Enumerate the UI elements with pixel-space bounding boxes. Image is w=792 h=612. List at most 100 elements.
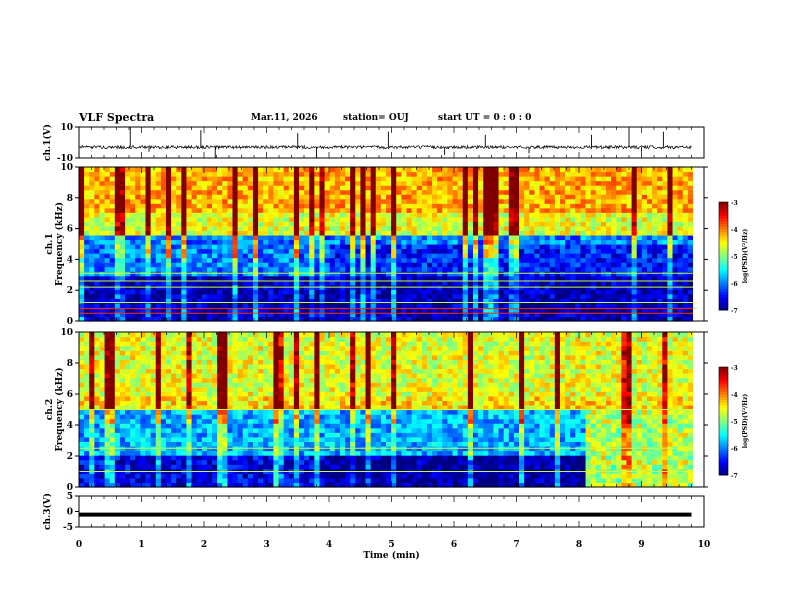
ch1-heat-cell bbox=[503, 298, 510, 304]
ch1-heat-cell bbox=[606, 244, 612, 250]
ch1-heat-cell bbox=[79, 198, 85, 204]
ch1-heat-cell bbox=[498, 311, 505, 318]
ch1-heat-cell bbox=[304, 189, 310, 195]
ch1-heat-cell bbox=[534, 180, 541, 186]
ch1-heat-cell bbox=[472, 198, 479, 204]
ch1-heat-cell bbox=[549, 194, 556, 200]
ch1-heat-cell bbox=[406, 171, 413, 177]
ch2-heat-cell bbox=[181, 473, 188, 479]
ch2-heat-cell bbox=[79, 341, 85, 347]
ch2-heat-cell bbox=[181, 459, 188, 465]
ch1-heat-cell bbox=[498, 207, 505, 213]
ch1-heat-cell bbox=[319, 298, 326, 304]
ch1-heat-cell bbox=[416, 302, 423, 309]
ch1-heat-cell bbox=[657, 262, 663, 268]
ch1-heat-cell bbox=[89, 293, 95, 299]
ch1-heat-cell bbox=[114, 280, 121, 286]
ch1-heat-cell bbox=[252, 316, 259, 322]
ch1-heat-cell bbox=[109, 239, 116, 245]
ch1-heat-cell bbox=[508, 289, 515, 295]
ch2-heat-cell bbox=[201, 477, 208, 484]
ch1-heat-cell bbox=[580, 244, 587, 250]
ch1-heat-cell bbox=[309, 167, 315, 173]
ch1-heat-cell bbox=[447, 185, 454, 191]
ch1-heat-cell bbox=[99, 280, 106, 286]
ch1-heat-cell bbox=[406, 275, 413, 281]
ch1-heat-cell bbox=[611, 280, 617, 286]
ch1-heat-cell bbox=[196, 248, 203, 254]
ch1-heat-cell bbox=[125, 280, 131, 286]
ch1-heat-cell bbox=[452, 248, 459, 254]
ch1-heat-cell bbox=[324, 198, 331, 204]
ch1-heat-cell bbox=[626, 234, 633, 241]
ch1-heat-cell bbox=[554, 302, 561, 309]
ch1-heat-cell bbox=[375, 257, 382, 263]
ch1-ytick-label: 8 bbox=[67, 194, 73, 204]
ch1-heat-cell bbox=[242, 167, 249, 173]
ch1-heat-cell bbox=[109, 266, 116, 272]
ch1-heat-cell bbox=[570, 298, 576, 304]
ch1-heat-cell bbox=[263, 180, 269, 186]
ch1-heat-cell bbox=[503, 167, 510, 173]
ch1-heat-cell bbox=[186, 171, 193, 177]
ch1-heat-cell bbox=[467, 302, 474, 309]
ch1-heat-cell bbox=[672, 311, 679, 318]
ch1-heat-cell bbox=[176, 248, 182, 254]
ch1-heat-cell bbox=[426, 194, 433, 200]
ch1-heat-cell bbox=[206, 298, 213, 304]
ch1-heat-cell bbox=[513, 311, 520, 318]
ch1-heat-cell bbox=[135, 230, 141, 236]
ch1-heat-cell bbox=[391, 253, 397, 259]
ch1-heat-cell bbox=[370, 198, 377, 204]
ch1-heat-cell bbox=[662, 189, 669, 195]
ch1-heat-cell bbox=[365, 289, 372, 295]
ch2-heat-cell bbox=[89, 414, 95, 420]
ch1-heat-cell bbox=[217, 234, 223, 241]
ch1-heat-cell bbox=[319, 194, 326, 200]
ch1-heat-cell bbox=[370, 171, 377, 177]
ch1-heat-cell bbox=[140, 257, 147, 263]
ch1-heat-cell bbox=[421, 289, 428, 295]
ch1-heat-cell bbox=[247, 234, 254, 241]
ch1-heat-cell bbox=[309, 194, 315, 200]
ch1-heat-cell bbox=[386, 262, 392, 268]
ch1-heat-cell bbox=[529, 185, 535, 191]
ch1-heat-cell bbox=[268, 298, 275, 304]
ch1-heat-cell bbox=[432, 167, 438, 173]
ch2-heat-cell bbox=[84, 473, 90, 479]
ch1-heat-cell bbox=[212, 194, 218, 200]
ch1-heat-cell bbox=[544, 225, 551, 232]
ch1-heat-cell bbox=[426, 203, 433, 209]
ch1-heat-cell bbox=[401, 248, 408, 254]
ch1-heat-cell bbox=[641, 167, 648, 173]
ch1-heat-cell bbox=[391, 293, 397, 299]
ch1-heat-cell bbox=[519, 167, 525, 173]
ch1-heat-cell bbox=[529, 176, 535, 182]
ch1-heat-cell bbox=[171, 266, 177, 272]
ch2-heat-cell bbox=[171, 345, 177, 351]
ch1-heat-cell bbox=[549, 302, 556, 309]
ch1-heat-cell bbox=[386, 230, 392, 236]
ch2-heat-cell bbox=[109, 455, 116, 461]
ch2-heat-cell bbox=[171, 423, 177, 429]
ch1-heat-cell bbox=[580, 203, 587, 209]
ch1-heat-cell bbox=[646, 221, 653, 227]
ch1-heat-cell bbox=[421, 293, 428, 299]
ch1-heat-cell bbox=[201, 230, 208, 236]
ch2-heat-cell bbox=[155, 382, 162, 388]
ch1-heat-cell bbox=[421, 248, 428, 254]
ch1-heat-cell bbox=[150, 239, 157, 245]
ch1-heat-cell bbox=[324, 234, 331, 241]
ch1-heat-cell bbox=[488, 307, 495, 313]
ch1-heat-cell bbox=[519, 280, 525, 286]
ch2-heat-cell bbox=[171, 359, 177, 365]
ch1-heat-cell bbox=[237, 230, 244, 236]
ch1-heat-cell bbox=[339, 280, 346, 286]
ch1-heat-cell bbox=[355, 194, 362, 200]
ch1-heat-cell bbox=[324, 262, 331, 268]
ch1-heat-cell bbox=[549, 244, 556, 250]
ch1-heat-cell bbox=[227, 230, 234, 236]
ch2-heat-cell bbox=[150, 482, 157, 488]
ch1-heat-cell bbox=[217, 262, 223, 268]
ch1-heat-cell bbox=[288, 225, 295, 232]
